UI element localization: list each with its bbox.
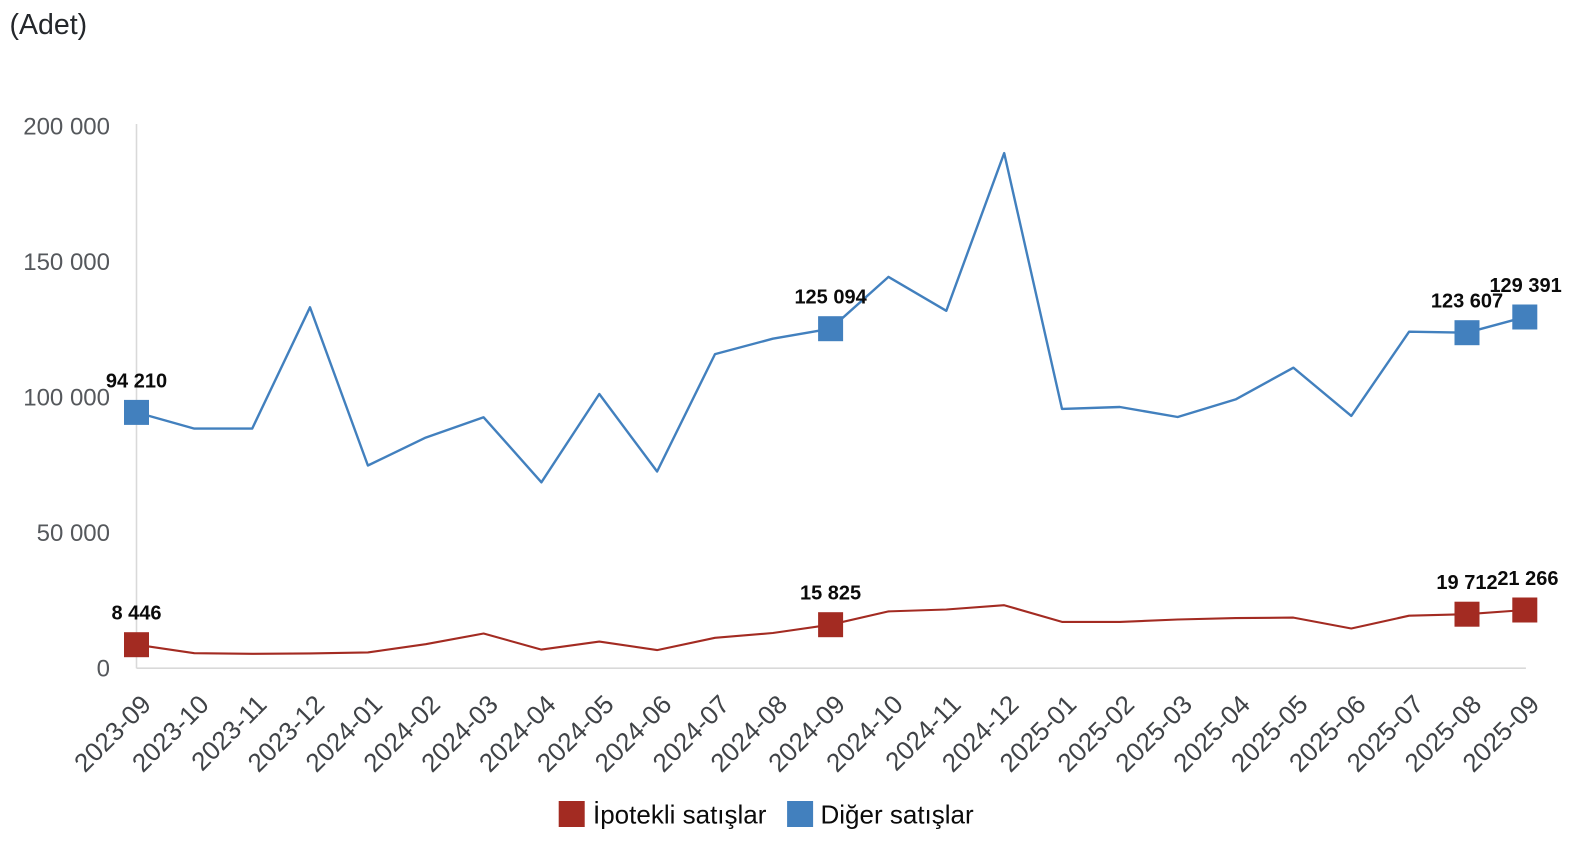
svg-text:123 607: 123 607 bbox=[1431, 291, 1503, 313]
svg-text:(Adet): (Adet) bbox=[10, 9, 88, 41]
svg-text:0: 0 bbox=[97, 655, 110, 682]
svg-text:100 000: 100 000 bbox=[23, 384, 110, 411]
svg-text:200 000: 200 000 bbox=[23, 114, 110, 141]
svg-text:Diğer satışlar: Diğer satışlar bbox=[821, 800, 974, 830]
svg-text:94 210: 94 210 bbox=[106, 370, 167, 392]
svg-text:150 000: 150 000 bbox=[23, 249, 110, 276]
svg-text:15 825: 15 825 bbox=[800, 583, 861, 605]
svg-text:129 391: 129 391 bbox=[1489, 275, 1561, 297]
svg-text:19 712: 19 712 bbox=[1436, 572, 1497, 594]
svg-text:21 266: 21 266 bbox=[1497, 568, 1558, 590]
svg-text:125 094: 125 094 bbox=[794, 287, 867, 309]
svg-text:İpotekli satışlar: İpotekli satışlar bbox=[593, 800, 767, 830]
svg-text:8 446: 8 446 bbox=[111, 603, 161, 625]
svg-text:50 000: 50 000 bbox=[37, 520, 110, 547]
